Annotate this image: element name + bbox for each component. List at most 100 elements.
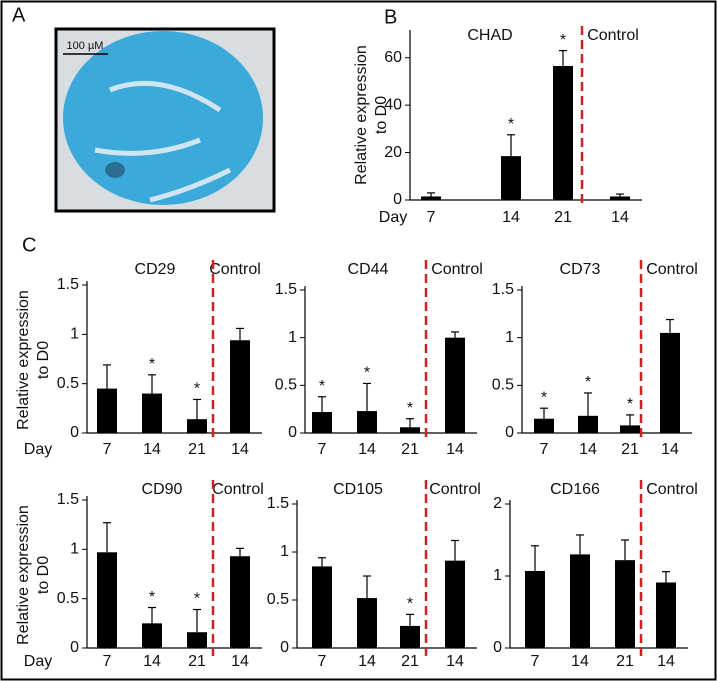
significance-mark: * [364,365,370,382]
y-tick-label: 20 [384,144,402,161]
x-tick-label: 21 [621,441,639,458]
control-label: Control [431,261,483,278]
bar [445,560,465,648]
y-tick-label: 0 [505,424,514,441]
y-tick-label: 60 [384,49,402,66]
significance-mark: * [194,591,200,608]
x-tick-label: 14 [446,653,464,670]
y-tick-label: 1.5 [57,491,79,508]
bar [578,415,598,433]
x-tick-label: 14 [231,653,249,670]
y-tick-label: 1.5 [57,276,79,293]
x-tick-label: 14 [231,441,249,458]
bar [620,425,640,433]
y-tick-label: 0 [70,424,79,441]
x-tick-label: 14 [657,653,675,670]
x-tick-label: 14 [661,441,679,458]
x-tick-label: 7 [103,441,112,458]
y-tick-label: 0.5 [492,377,514,394]
bar [660,332,680,433]
x-tick-label: 7 [103,653,112,670]
y-tick-label: 1 [493,567,502,584]
x-tick-label: 21 [188,441,206,458]
y-axis-label: Relative expression to D0 [15,505,52,645]
significance-mark: * [149,589,155,606]
y-tick-label: 0.5 [267,591,289,608]
panel-label: B [384,6,397,28]
bar [187,419,207,433]
bar [553,66,573,200]
y-tick-label: 1.5 [492,281,514,298]
x-tick-label: 21 [188,653,206,670]
y-tick-label: 1 [288,329,297,346]
y-tick-label: 1 [280,543,289,560]
control-label: Control [429,481,481,498]
x-lead-label: Day [24,653,52,670]
chart-title: CD105 [333,481,383,498]
x-tick-label: 7 [318,441,327,458]
x-tick-label: 21 [554,209,572,226]
significance-mark: * [541,389,547,406]
panel-label: A [12,4,26,26]
y-axis-label: Relative expression to D0 [353,45,390,185]
tissue-texture [94,80,232,203]
significance-mark: * [508,116,514,133]
bar [312,566,332,648]
bar [312,412,332,433]
scale-bar-label: 100 µM [67,40,104,52]
y-tick-label: 0.5 [57,375,79,392]
bar [610,196,630,200]
y-tick-label: 0 [70,639,79,656]
bar [656,582,676,648]
y-tick-label: 1 [70,541,79,558]
y-tick-label: 1 [505,329,514,346]
y-tick-label: 0.5 [57,590,79,607]
chart-title: CHAD [467,27,512,44]
x-tick-label: 14 [446,441,464,458]
bar [445,337,465,433]
x-tick-label: 14 [143,441,161,458]
y-tick-label: 1.5 [267,495,289,512]
bar [525,570,545,648]
chart-title: CD29 [135,261,176,278]
bar [230,340,250,433]
y-tick-label: 0.5 [275,377,297,394]
x-tick-label: 21 [401,441,419,458]
significance-mark: * [149,356,155,373]
bar [142,393,162,433]
significance-mark: * [194,381,200,398]
x-tick-label: 7 [318,653,327,670]
bar [357,411,377,433]
x-tick-label: 14 [502,209,520,226]
y-tick-label: 1.5 [275,281,297,298]
bar [142,623,162,648]
y-tick-label: 40 [384,96,402,113]
x-tick-label: 14 [358,441,376,458]
x-tick-label: 21 [401,653,419,670]
control-label: Control [212,481,264,498]
y-tick-label: 0 [280,639,289,656]
bar [230,556,250,648]
x-lead-label: Day [379,209,407,226]
control-label: Control [646,481,698,498]
panel-label: C [22,234,36,256]
y-tick-label: 0 [288,424,297,441]
bar [187,632,207,648]
x-tick-label: 14 [143,653,161,670]
x-tick-label: 14 [579,441,597,458]
bar [615,560,635,648]
y-axis-label: Relative expression to D0 [15,290,52,430]
significance-mark: * [407,596,413,613]
bar [501,156,521,200]
y-tick-label: 0 [393,191,402,208]
chart-title: CD73 [560,261,601,278]
control-label: Control [209,261,261,278]
bar [400,625,420,648]
bar [97,388,117,433]
x-tick-label: 7 [427,209,436,226]
y-tick-label: 1 [70,326,79,343]
chart-title: CD90 [142,481,183,498]
